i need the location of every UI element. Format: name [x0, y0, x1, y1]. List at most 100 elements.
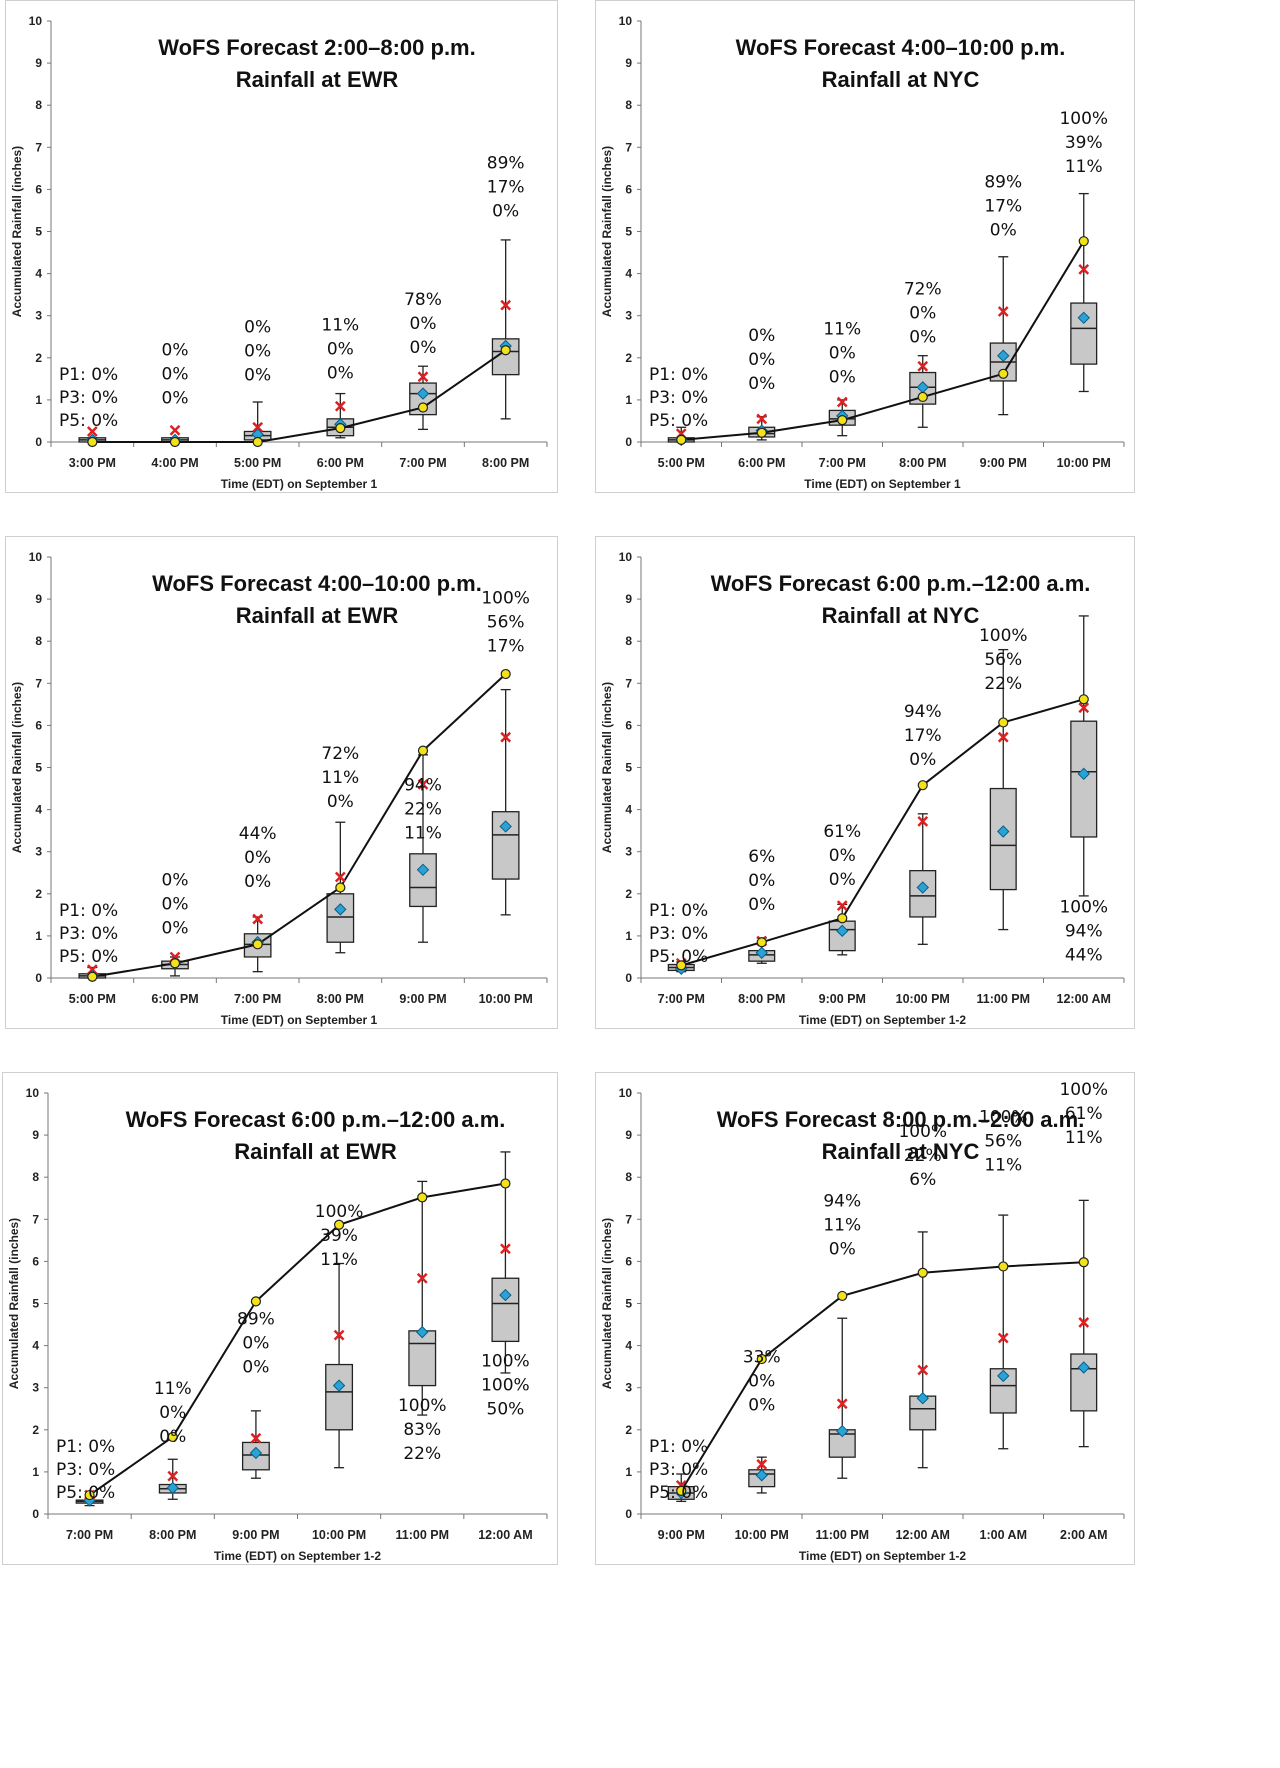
chart-panel-3: 0 1 2 3 4 5 6 7 8 9 10 5:00 PM 6:00 PM 7:00 PM 8:00 PM… — [5, 536, 558, 1029]
observed-point — [417, 402, 429, 413]
probability-label: 89% — [237, 1310, 275, 1330]
red-x-marker — [252, 421, 264, 433]
y-tick-label: 0 — [625, 435, 632, 449]
y-tick-label: 10 — [619, 14, 633, 28]
chart-subtitle: Rainfall at NYC — [822, 67, 980, 92]
probability-label: 22% — [403, 1444, 441, 1464]
y-tick-label: 4 — [32, 1339, 39, 1353]
y-tick-label: 9 — [35, 56, 42, 70]
red-x-marker — [997, 1332, 1009, 1344]
x-tick-label: 5:00 PM — [69, 992, 116, 1006]
probability-label: 0% — [244, 342, 271, 362]
box-iqr — [989, 787, 1017, 891]
probability-label: 11% — [984, 1155, 1022, 1175]
red-x-marker — [250, 1432, 262, 1444]
probability-label: 11% — [320, 1250, 358, 1270]
chart-svg: 0 1 2 3 4 5 6 7 8 9 10 5:00 PM 6:00 PM 7:00 PM 8:00 PM… — [10, 550, 548, 1027]
x-tick-label: 1:00 AM — [980, 1528, 1027, 1542]
probability-label: 72% — [321, 744, 359, 764]
red-x-marker — [334, 871, 346, 883]
red-x-marker — [997, 731, 1009, 743]
mean-diamond — [166, 1481, 179, 1495]
observed-point — [1078, 236, 1089, 247]
box-iqr — [909, 869, 937, 918]
chart-subtitle: Rainfall at NYC — [822, 1139, 980, 1164]
probability-label: 94% — [1065, 922, 1103, 942]
y-tick-label: 2 — [35, 351, 42, 365]
probability-label: 0% — [242, 1334, 269, 1354]
probability-label: 0% — [159, 1427, 186, 1447]
observed-point — [335, 423, 346, 434]
box-iqr — [325, 1363, 354, 1431]
observed-point — [837, 913, 848, 924]
red-x-marker — [836, 1398, 848, 1410]
y-tick-label: 1 — [625, 929, 632, 943]
x-tick-label: 11:00 PM — [815, 1528, 869, 1542]
threshold-label: P1: 0% — [56, 1437, 115, 1457]
probability-label: 0% — [327, 363, 354, 383]
mean-diamond — [1077, 767, 1090, 781]
mean-diamond — [755, 946, 768, 959]
probability-label: 100% — [979, 626, 1028, 646]
x-tick-label: 5:00 PM — [234, 456, 281, 470]
probability-label: 0% — [829, 870, 856, 890]
probability-label: 11% — [823, 320, 861, 340]
chart-panel-4: 0 1 2 3 4 5 6 7 8 9 10 7:00 PM 8:00 PM 9:00 PM 10:00 P… — [595, 536, 1135, 1029]
mean-diamond — [997, 1369, 1010, 1383]
probability-label: 17% — [984, 196, 1022, 216]
x-tick-label: 7:00 PM — [234, 992, 281, 1006]
probability-label: 0% — [909, 750, 936, 770]
y-tick-label: 7 — [625, 676, 632, 690]
x-tick-label: 3:00 PM — [69, 456, 116, 470]
probability-label: 0% — [162, 870, 189, 890]
observed-point — [252, 436, 263, 448]
probability-label: 11% — [404, 824, 442, 844]
chart-subtitle: Rainfall at EWR — [236, 603, 399, 628]
probability-label: 56% — [984, 1131, 1022, 1151]
chart-svg: 0 1 2 3 4 5 6 7 8 9 10 7:00 PM 8:00 PM 9:00 PM 10:00 P… — [600, 550, 1125, 1027]
y-tick-label: 8 — [35, 634, 42, 648]
observed-point — [998, 1261, 1009, 1272]
red-x-marker — [252, 913, 264, 925]
mean-diamond — [416, 387, 430, 400]
x-tick-label: 8:00 PM — [738, 992, 785, 1006]
chart-subtitle: Rainfall at EWR — [236, 67, 399, 92]
probability-label: 0% — [829, 1240, 856, 1260]
y-axis-label: Accumulated Rainfall (inches) — [600, 682, 614, 853]
threshold-label: P1: 0% — [649, 1437, 708, 1457]
probability-label: 94% — [823, 1192, 861, 1212]
x-tick-label: 10:00 PM — [312, 1528, 366, 1542]
y-tick-label: 5 — [625, 761, 632, 775]
y-tick-label: 5 — [32, 1297, 39, 1311]
y-tick-label: 5 — [35, 761, 42, 775]
x-tick-label: 8:00 PM — [149, 1528, 196, 1542]
observed-point — [676, 960, 687, 971]
probability-label: 0% — [244, 848, 271, 868]
threshold-label: P3: 0% — [59, 388, 118, 408]
x-axis-label: Time (EDT) on September 1 — [804, 477, 961, 491]
threshold-label: P3: 0% — [649, 924, 708, 944]
probability-label: 89% — [487, 153, 525, 173]
probability-label: 61% — [1065, 1104, 1103, 1124]
probability-label: 22% — [984, 674, 1022, 694]
probability-label: 22% — [404, 800, 442, 820]
chart-panel-2: 0 1 2 3 4 5 6 7 8 9 10 5:00 PM 6:00 PM 7:00 PM 8:00 PM… — [595, 0, 1135, 493]
probability-label: 0% — [162, 389, 189, 409]
probability-label: 0% — [410, 338, 437, 358]
x-tick-label: 9:00 PM — [658, 1528, 705, 1542]
y-tick-label: 7 — [35, 140, 42, 154]
probability-label: 0% — [159, 1403, 186, 1423]
x-tick-label: 9:00 PM — [819, 992, 866, 1006]
probability-label: 39% — [320, 1226, 358, 1246]
probability-label: 0% — [829, 344, 856, 364]
y-tick-label: 8 — [625, 634, 632, 648]
x-axis-label: Time (EDT) on September 1-2 — [214, 1549, 381, 1563]
y-tick-label: 7 — [32, 1212, 39, 1226]
observed-point — [500, 1178, 511, 1189]
observed-point — [676, 1485, 687, 1496]
chart-title: WoFS Forecast 6:00 p.m.–12:00 a.m. — [711, 571, 1091, 596]
red-x-marker — [500, 299, 512, 311]
observed-point — [87, 971, 98, 982]
mean-diamond — [416, 1325, 429, 1339]
probability-label: 94% — [904, 702, 942, 722]
